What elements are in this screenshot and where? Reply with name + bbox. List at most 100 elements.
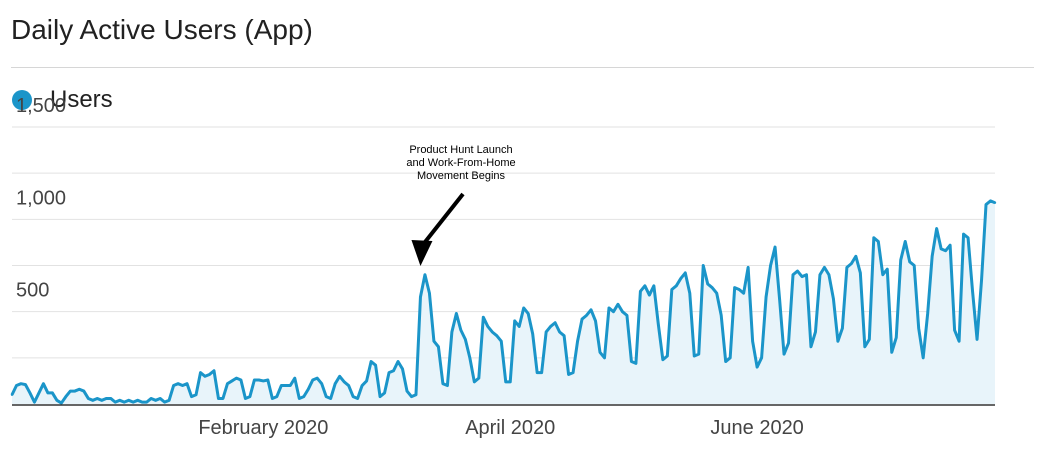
data-point <box>423 273 427 276</box>
data-point <box>957 340 961 343</box>
data-point <box>158 397 162 400</box>
data-point <box>333 382 337 385</box>
legend[interactable]: Users <box>12 86 113 114</box>
data-point <box>78 388 81 391</box>
y-axis-ticks: 500 1,000 1,500 <box>16 95 66 302</box>
data-point <box>850 262 853 265</box>
data-point <box>805 273 808 276</box>
data-point <box>966 236 970 239</box>
data-point <box>661 358 665 361</box>
data-point <box>769 264 772 267</box>
data-point <box>280 384 283 387</box>
data-point <box>253 378 256 382</box>
data-point <box>302 395 305 398</box>
data-point <box>975 338 979 341</box>
data-point <box>181 384 184 387</box>
data-point <box>939 247 943 251</box>
data-point <box>953 328 956 332</box>
data-point <box>778 297 781 300</box>
data-point <box>904 240 907 243</box>
data-point <box>432 340 436 343</box>
data-point <box>410 395 413 398</box>
data-point <box>688 292 691 295</box>
x-tick-label: June 2020 <box>710 417 803 439</box>
data-point <box>684 271 687 275</box>
data-point <box>257 378 261 382</box>
data-point <box>863 345 867 348</box>
data-point <box>809 345 813 348</box>
data-point <box>724 360 727 363</box>
data-point <box>19 382 23 385</box>
data-point <box>948 243 952 247</box>
annotation-text: Movement Begins <box>417 170 506 182</box>
data-point <box>446 384 449 387</box>
data-point <box>194 393 198 396</box>
data-point <box>553 321 557 324</box>
x-axis-ticks: February 2020 April 2020 June 2020 <box>198 417 803 439</box>
data-point <box>464 338 467 341</box>
series-line-users <box>10 199 996 405</box>
data-point <box>114 400 117 404</box>
annotation-text: and Work-From-Home <box>406 157 515 169</box>
data-point <box>630 360 633 363</box>
data-point <box>491 330 494 334</box>
data-point <box>648 293 651 297</box>
data-point <box>621 310 624 313</box>
data-point <box>715 292 718 295</box>
data-point <box>338 375 341 378</box>
data-point <box>836 340 840 343</box>
data-point <box>154 399 157 402</box>
data-point <box>540 371 543 374</box>
data-point <box>482 316 485 319</box>
data-point <box>266 378 270 382</box>
data-point <box>167 399 171 402</box>
data-point <box>33 400 36 404</box>
data-point <box>383 391 386 395</box>
data-point <box>311 378 314 382</box>
data-point <box>607 306 611 310</box>
data-point <box>993 201 997 204</box>
page-title: Daily Active Users (App) <box>11 14 313 45</box>
data-point <box>419 295 422 299</box>
data-point <box>693 354 696 358</box>
data-point <box>845 266 849 269</box>
data-point <box>558 330 561 334</box>
data-point <box>46 391 50 395</box>
data-point <box>719 314 723 317</box>
data-point <box>365 379 368 383</box>
data-point <box>504 380 507 384</box>
y-tick-label: 1,500 <box>16 95 66 117</box>
data-point <box>890 351 893 354</box>
data-point <box>666 354 669 358</box>
data-point <box>374 364 377 367</box>
title-divider <box>11 67 1034 68</box>
data-point <box>190 395 193 398</box>
data-point <box>307 388 310 391</box>
series-area-users <box>12 200 995 404</box>
data-point <box>742 292 745 295</box>
data-point <box>208 373 211 376</box>
data-point <box>149 397 153 400</box>
data-point <box>163 400 166 404</box>
data-point <box>356 397 359 400</box>
data-point <box>567 373 570 376</box>
data-point <box>697 352 700 356</box>
data-point <box>396 360 400 363</box>
data-point <box>526 312 530 315</box>
data-point <box>64 395 68 398</box>
y-tick-label: 1,000 <box>16 187 66 209</box>
data-point <box>329 397 332 400</box>
data-point <box>140 400 144 404</box>
data-point <box>518 325 521 328</box>
data-point <box>535 371 539 374</box>
data-point <box>791 273 795 276</box>
data-point <box>100 399 103 402</box>
data-point <box>91 399 94 402</box>
data-point <box>244 397 247 400</box>
data-point <box>221 397 225 400</box>
data-point <box>185 382 189 385</box>
data-point <box>612 310 615 313</box>
data-point <box>325 395 328 398</box>
data-point <box>42 382 45 385</box>
